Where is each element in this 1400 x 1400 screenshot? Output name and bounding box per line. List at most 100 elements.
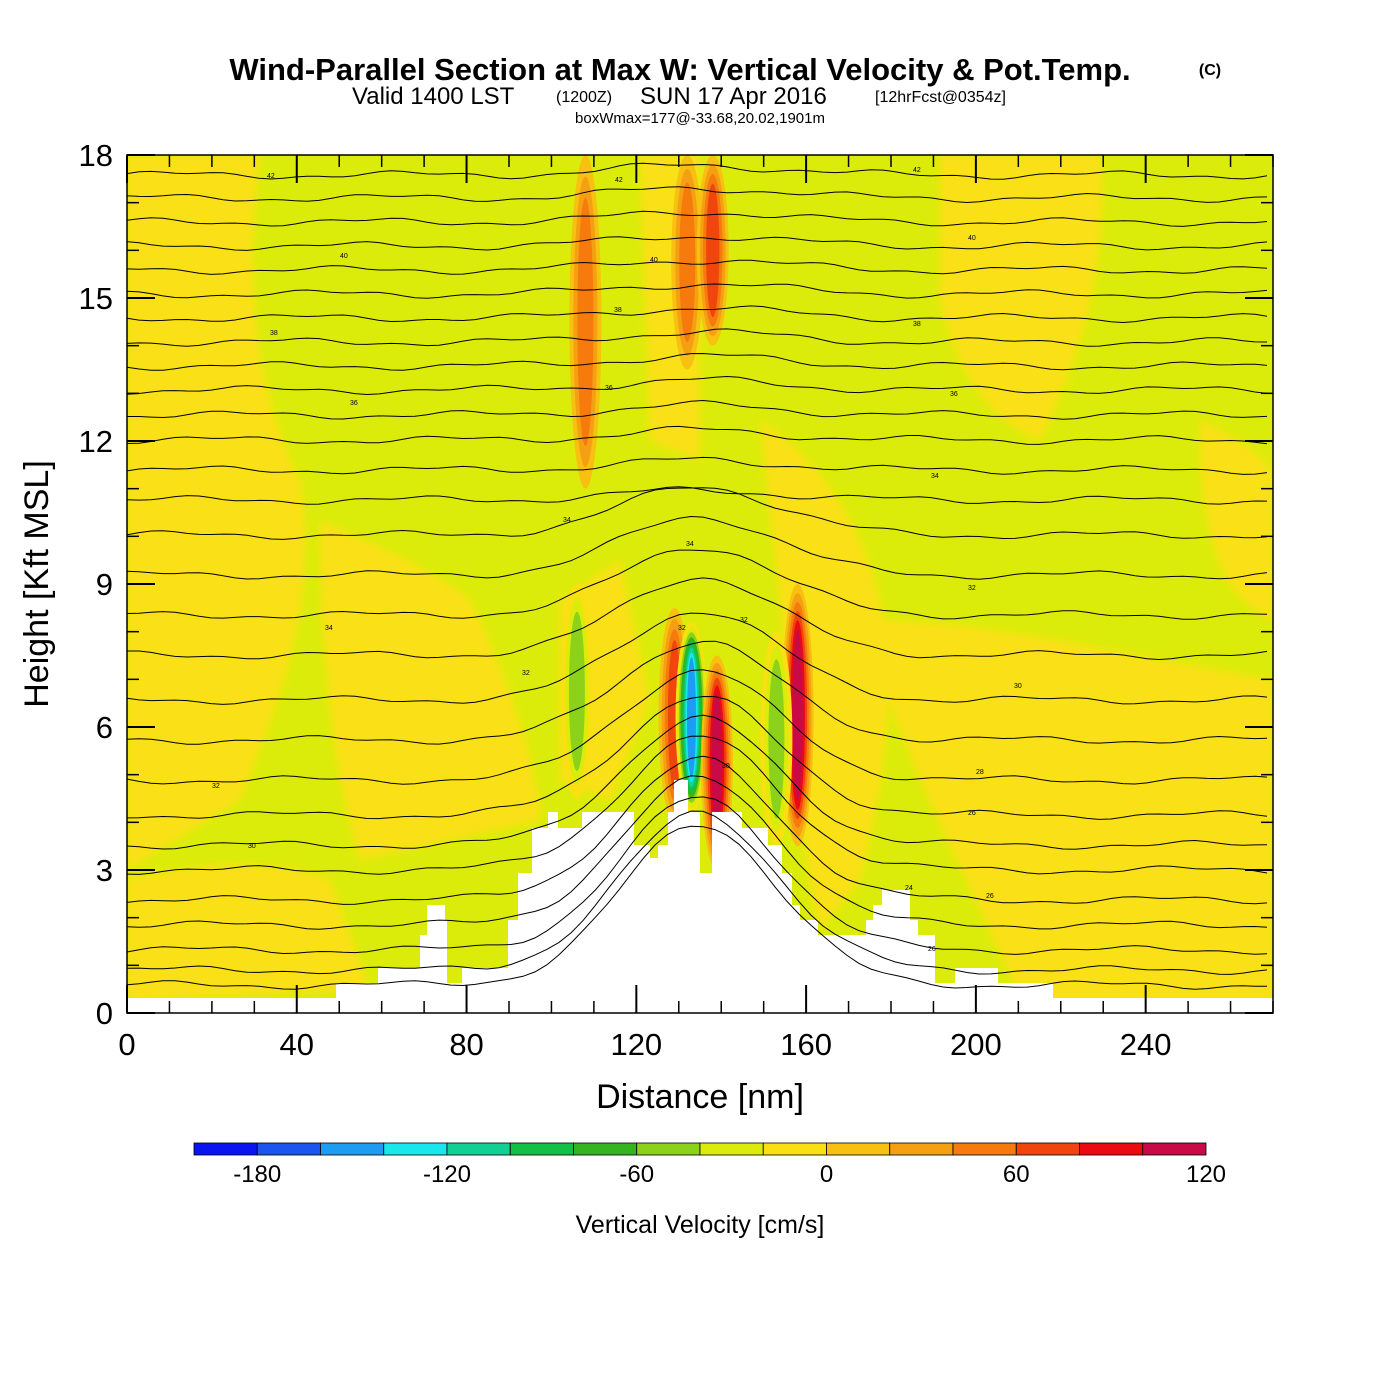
colorbar-swatch <box>952 1142 1017 1156</box>
isoline <box>127 456 1268 475</box>
x-tick-label: 0 <box>118 1027 135 1062</box>
y-tick-label: 18 <box>79 138 113 173</box>
y-tick-label: 3 <box>96 853 113 888</box>
x-tick-label: 240 <box>1120 1027 1172 1062</box>
terrain <box>127 780 1273 1013</box>
isoline-label-32: 32 <box>740 617 748 624</box>
isoline-label-32: 32 <box>968 585 976 592</box>
colorbar-tick-label: 120 <box>1186 1161 1226 1188</box>
isoline-label-42: 42 <box>267 173 275 180</box>
colorbar-swatch <box>1015 1142 1080 1156</box>
isoline <box>127 755 1268 905</box>
vv-feature-downdraft <box>560 584 593 799</box>
y-tick-label: 0 <box>96 996 113 1031</box>
vv-contour <box>711 692 723 833</box>
isoline <box>127 515 1268 580</box>
pot-temp-isolines <box>127 162 1268 990</box>
colorbar-swatch <box>1142 1142 1207 1156</box>
x-tick-label: 120 <box>610 1027 662 1062</box>
isoline <box>127 577 1268 661</box>
isoline <box>127 735 1268 875</box>
isoline <box>127 775 1268 930</box>
valid-date: SUN 17 Apr 2016 <box>640 83 827 110</box>
isoline-label-42: 42 <box>913 167 921 174</box>
isoline <box>127 549 1268 620</box>
colorbar-swatch <box>1079 1142 1144 1156</box>
valid-utc: (1200Z) <box>556 89 612 106</box>
y-axis-title: Height [Kft MSL] <box>18 460 56 708</box>
isoline-label-38: 38 <box>270 330 278 337</box>
x-tick-label: 200 <box>950 1027 1002 1062</box>
vv-feature-updraft <box>569 155 602 489</box>
x-tick-label: 80 <box>449 1027 483 1062</box>
vv-contour <box>679 182 696 342</box>
forecast-run: [12hrFcst@0354z] <box>875 89 1006 106</box>
x-tick-label: 160 <box>780 1027 832 1062</box>
isoline <box>127 399 1268 420</box>
x-axis-title: Distance [nm] <box>596 1078 804 1116</box>
isoline <box>127 283 1268 299</box>
valid-time: Valid 1400 LST <box>352 83 515 110</box>
isoline-label-26: 26 <box>968 810 976 817</box>
isoline-label-26: 26 <box>928 946 936 953</box>
vv-feature-updraft <box>696 155 729 346</box>
isoline <box>127 305 1268 324</box>
colorbar-swatch <box>193 1142 258 1156</box>
isoline-label-40: 40 <box>650 257 658 264</box>
isoline-label-34: 34 <box>563 517 571 524</box>
isoline <box>127 487 1268 540</box>
vv-contour <box>768 659 785 819</box>
isoline <box>127 640 1268 745</box>
isoline <box>127 486 1268 505</box>
chart-title: Wind-Parallel Section at Max W: Vertical… <box>229 52 1130 87</box>
isoline <box>127 695 1268 820</box>
isoline-label-42: 42 <box>615 177 623 184</box>
colorbar-swatch <box>699 1142 764 1156</box>
isoline-label-30: 30 <box>1014 683 1022 690</box>
isoline <box>127 714 1268 850</box>
isoline-label-40: 40 <box>340 253 348 260</box>
isoline <box>127 810 1268 975</box>
isoline-label-24: 24 <box>905 885 913 892</box>
isoline <box>127 162 1268 180</box>
isoline <box>127 612 1268 705</box>
isoline <box>127 352 1268 371</box>
colorbar-swatch <box>826 1142 891 1156</box>
isoline <box>127 375 1268 396</box>
isoline-label-38: 38 <box>614 307 622 314</box>
isoline <box>127 236 1268 251</box>
colorbar-swatch <box>573 1142 638 1156</box>
plot-area: 42 42 42 40 40 40 38 38 38 36 36 36 34 3… <box>127 155 1273 1013</box>
colorbar-swatch <box>446 1142 511 1156</box>
vv-contour <box>706 183 720 318</box>
colorbar-swatch <box>636 1142 701 1156</box>
colorbar-tick-label: 60 <box>1003 1161 1030 1188</box>
isoline-label-30: 30 <box>248 843 256 850</box>
x-tick-label: 40 <box>280 1027 314 1062</box>
y-tick-label: 9 <box>96 567 113 602</box>
isoline-label-38: 38 <box>913 321 921 328</box>
axis-ticks <box>126 154 1274 1014</box>
vv-contour <box>577 197 594 446</box>
isoline <box>127 210 1268 227</box>
colorbar-title: Vertical Velocity [cm/s] <box>576 1211 825 1239</box>
colorbar-swatch <box>889 1142 954 1156</box>
isoline-labels: 42 42 42 40 40 40 38 38 38 36 36 36 34 3… <box>212 167 1022 953</box>
colorbar-swatch <box>762 1142 827 1156</box>
colorbar-tick-label: -60 <box>619 1161 654 1188</box>
isoline-label-34: 34 <box>931 473 939 480</box>
isoline-label-32: 32 <box>678 625 686 632</box>
isoline-label-34: 34 <box>325 625 333 632</box>
isoline <box>127 186 1268 204</box>
isoline-label-36: 36 <box>605 385 613 392</box>
y-tick-label: 6 <box>96 710 113 745</box>
isoline-label-26: 26 <box>986 893 994 900</box>
y-tick-label: 15 <box>79 281 113 316</box>
colorbar-tick-label: -180 <box>233 1161 281 1188</box>
isoline <box>127 669 1268 785</box>
box-wmax: boxWmax=177@-33.68,20.02,1901m <box>575 110 825 127</box>
isoline <box>127 259 1268 275</box>
isoline-label-40: 40 <box>968 235 976 242</box>
colorbar: -180 -120 -60 0 60 120 <box>193 1142 1226 1188</box>
